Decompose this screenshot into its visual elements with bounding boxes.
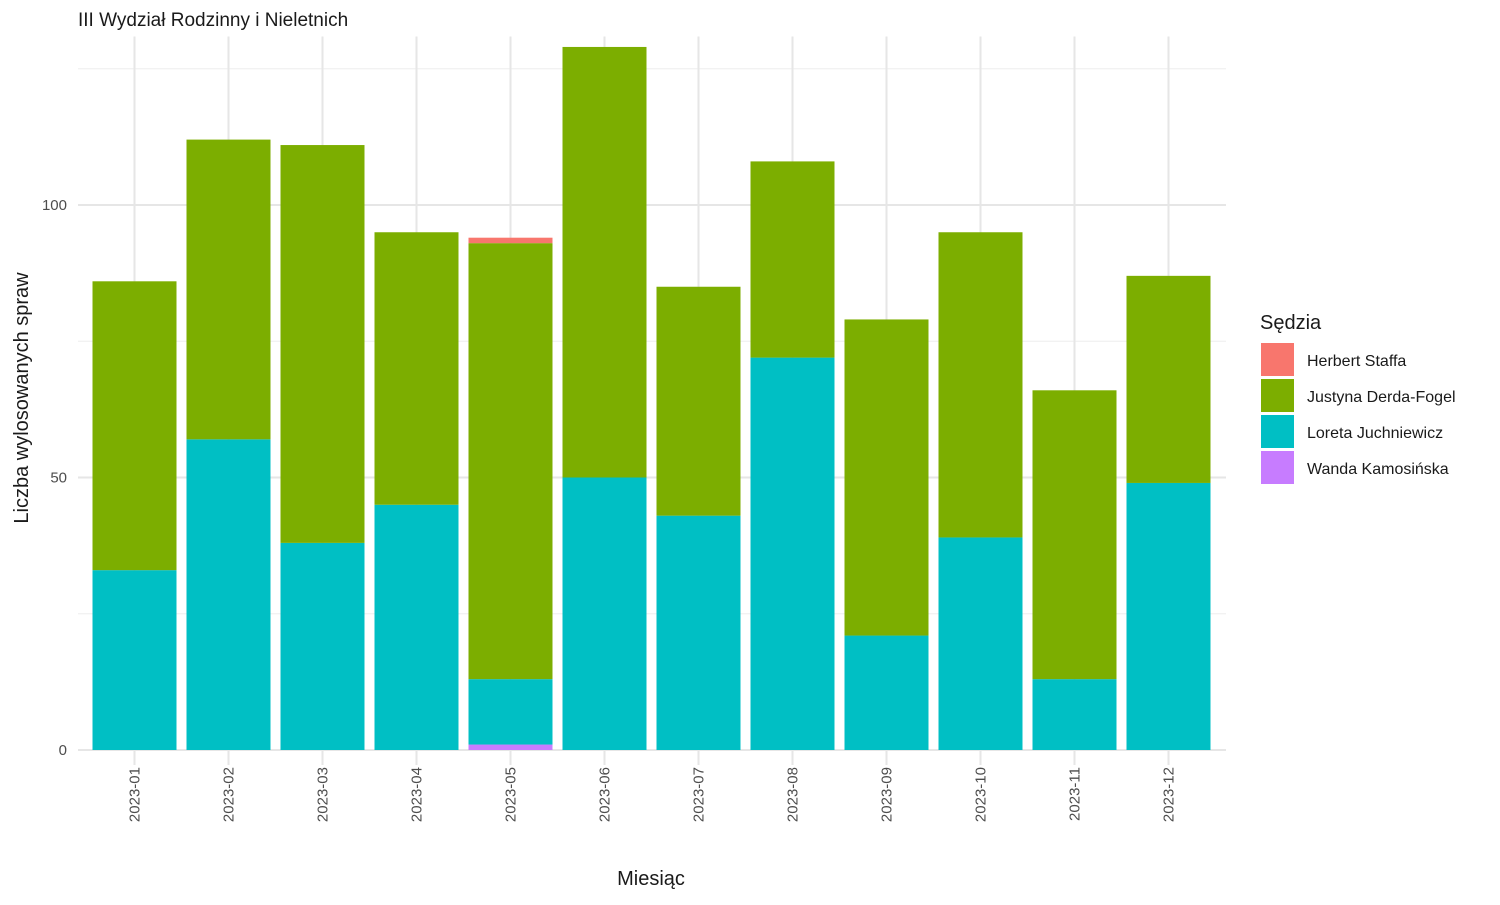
legend-items: Herbert Staffa Justyna Derda-Fogel Loreta … bbox=[1261, 343, 1456, 484]
bar-segment bbox=[280, 145, 365, 543]
x-tick-label: 2023-03 bbox=[315, 767, 332, 822]
legend-label: Justyna Derda-Fogel bbox=[1307, 389, 1456, 406]
bar-segment bbox=[468, 237, 553, 244]
bar-segment bbox=[280, 542, 365, 750]
bar-segment bbox=[844, 319, 929, 636]
bar-segment bbox=[750, 357, 835, 750]
bar-segment bbox=[938, 537, 1023, 750]
chart-title: III Wydział Rodzinny i Nieletnich bbox=[78, 10, 348, 31]
legend-swatch bbox=[1261, 379, 1294, 412]
x-tick-label: 2023-08 bbox=[785, 767, 802, 822]
x-tick-label: 2023-05 bbox=[503, 767, 520, 822]
x-tick-label: 2023-04 bbox=[409, 767, 426, 822]
y-tick-label: 100 bbox=[42, 197, 67, 214]
legend-swatch bbox=[1261, 451, 1294, 484]
bar-segment bbox=[1126, 275, 1211, 483]
bar-segment bbox=[374, 504, 459, 750]
y-axis-title: Liczba wylosowanych spraw bbox=[11, 272, 33, 524]
bar-segment bbox=[1032, 679, 1117, 750]
y-tick-label: 50 bbox=[50, 470, 67, 487]
bar-segment bbox=[562, 477, 647, 750]
bar-segment bbox=[844, 635, 929, 750]
bar-segment bbox=[186, 139, 271, 440]
bar-segment bbox=[1126, 482, 1211, 750]
bar-segment bbox=[562, 46, 647, 478]
y-tick-label: 0 bbox=[59, 742, 67, 759]
legend-swatch bbox=[1261, 343, 1294, 376]
x-tick-label: 2023-01 bbox=[127, 767, 144, 822]
bar-segment bbox=[656, 515, 741, 750]
x-tick-label: 2023-02 bbox=[221, 767, 238, 822]
bar-segment bbox=[92, 570, 177, 750]
bar-segment bbox=[468, 679, 553, 745]
x-tick-label: 2023-09 bbox=[879, 767, 896, 822]
bar-segment bbox=[750, 161, 835, 358]
x-tick-label: 2023-12 bbox=[1161, 767, 1178, 822]
legend-label: Wanda Kamosińska bbox=[1307, 461, 1449, 478]
x-tick-label: 2023-07 bbox=[691, 767, 708, 822]
x-tick-label: 2023-06 bbox=[597, 767, 614, 822]
legend-label: Herbert Staffa bbox=[1307, 353, 1406, 370]
legend: Sędzia Herbert Staffa Justyna Derda-Fogel… bbox=[1260, 312, 1456, 484]
bar-segment bbox=[186, 439, 271, 750]
bar-segment bbox=[374, 232, 459, 505]
legend-title: Sędzia bbox=[1260, 312, 1322, 334]
bar-segment bbox=[938, 232, 1023, 538]
bars-layer bbox=[92, 46, 1211, 750]
y-axis-ticks: 0 50 100 bbox=[42, 197, 67, 759]
x-tick-label: 2023-10 bbox=[973, 767, 990, 822]
bar-segment bbox=[468, 243, 553, 680]
bar-segment bbox=[92, 281, 177, 571]
legend-swatch bbox=[1261, 415, 1294, 448]
x-tick-label: 2023-11 bbox=[1067, 767, 1084, 821]
bar-segment bbox=[656, 286, 741, 516]
bar-segment bbox=[468, 744, 553, 750]
x-axis-ticks: 2023-01 2023-02 2023-03 2023-04 2023-05 2023-… bbox=[127, 767, 1178, 822]
x-axis-title: Miesiąc bbox=[617, 868, 685, 890]
legend-label: Loreta Juchniewicz bbox=[1307, 425, 1443, 442]
bar-segment bbox=[1032, 390, 1117, 680]
